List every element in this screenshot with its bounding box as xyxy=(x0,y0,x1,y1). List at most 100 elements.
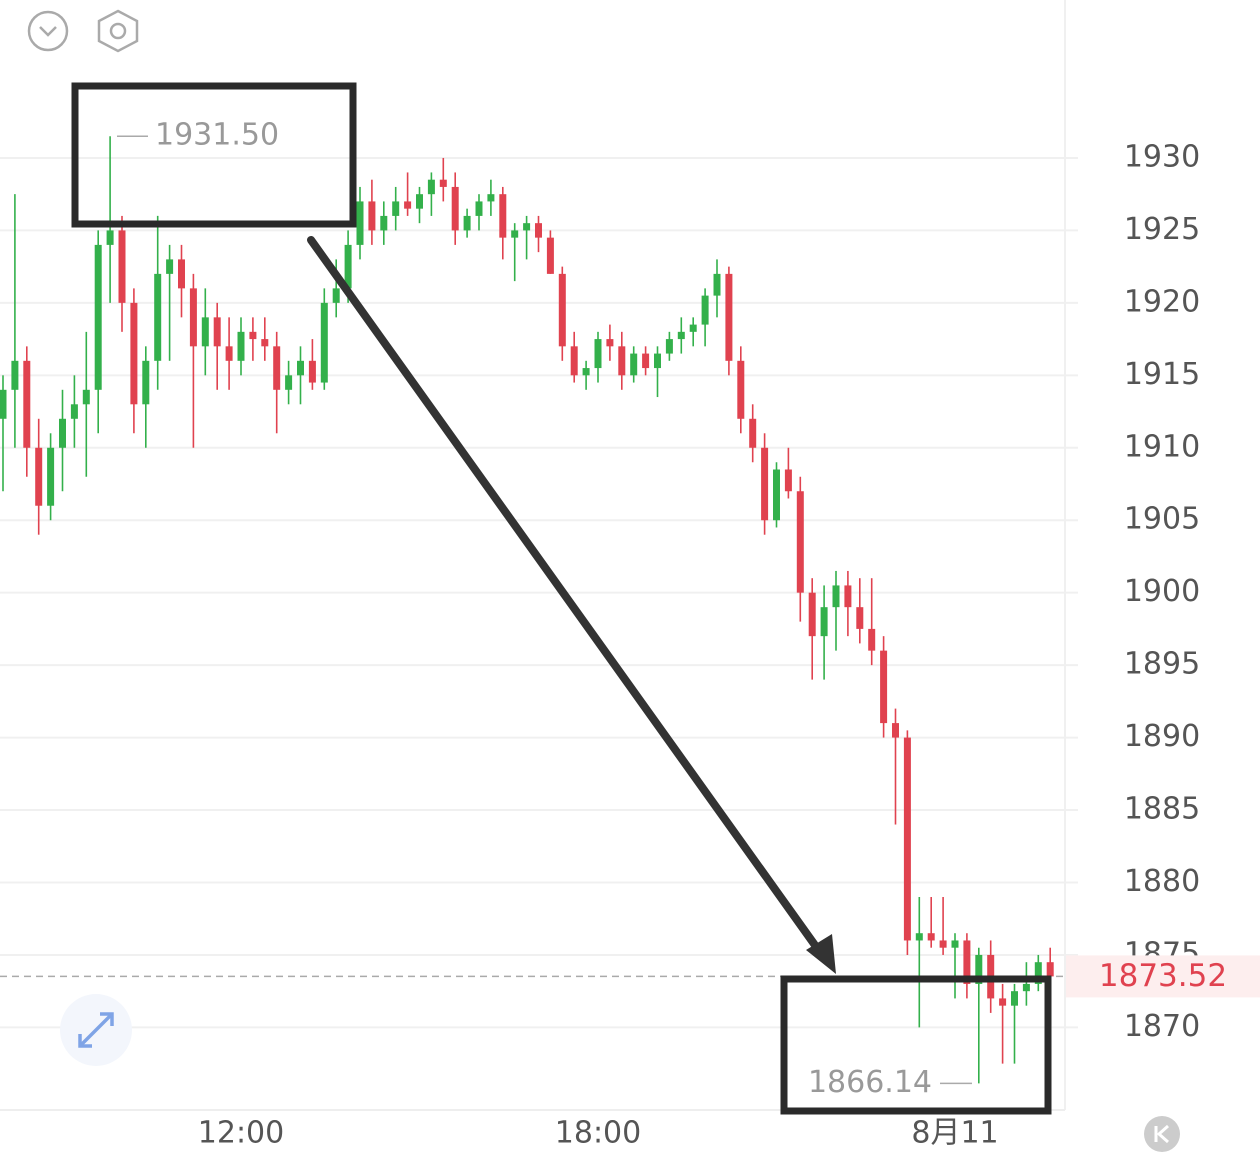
candle-body xyxy=(11,360,19,390)
candle-body xyxy=(487,194,495,202)
candle-body xyxy=(832,585,840,608)
last-price-label: 1873.52 xyxy=(1099,958,1227,994)
y-tick-label: 1885 xyxy=(1124,792,1200,827)
candle-body xyxy=(344,244,352,289)
candle-body xyxy=(999,998,1007,1006)
min-label: 1866.14 xyxy=(808,1065,932,1100)
max-label: 1931.50 xyxy=(155,118,279,153)
candle-body xyxy=(677,331,685,340)
candle-body xyxy=(178,259,185,289)
grid xyxy=(0,156,1078,1029)
candle-body xyxy=(213,317,221,347)
candle-body xyxy=(35,447,43,506)
candle-body xyxy=(261,339,269,347)
candle-body xyxy=(856,607,864,629)
candle-body xyxy=(237,331,245,361)
y-tick-label: 1900 xyxy=(1124,574,1200,609)
candle-body xyxy=(94,244,102,390)
candle-body xyxy=(475,201,483,216)
candle-body xyxy=(975,954,983,984)
candle-body xyxy=(320,302,328,383)
candle-body xyxy=(130,302,138,405)
candle-body xyxy=(368,201,376,231)
y-tick-label: 1890 xyxy=(1124,719,1200,754)
candle-body xyxy=(1034,962,1042,984)
candle-body xyxy=(451,186,459,231)
candle-body xyxy=(654,353,661,369)
candle-body xyxy=(737,360,745,419)
candle-body xyxy=(106,230,114,245)
candle-body xyxy=(392,201,400,216)
candle-body xyxy=(285,375,293,390)
last-price-box xyxy=(1066,955,1260,998)
candle-body xyxy=(23,360,31,448)
candle-body xyxy=(951,940,959,948)
candle-body xyxy=(868,628,876,651)
candle-body xyxy=(356,201,364,245)
candle-body xyxy=(439,179,447,187)
candle-body xyxy=(201,317,209,347)
y-tick-label: 1880 xyxy=(1124,864,1200,899)
candle-body xyxy=(665,339,673,354)
candle-body xyxy=(880,650,888,724)
plot xyxy=(0,136,1054,1084)
candle-body xyxy=(249,331,257,340)
candle-body xyxy=(511,230,519,238)
x-tick-label: 18:00 xyxy=(555,1116,641,1151)
x-tick-label: 8月11 xyxy=(911,1116,998,1151)
candle-body xyxy=(915,933,923,941)
candle-body xyxy=(963,940,971,984)
candle-body xyxy=(892,723,899,738)
candle-body xyxy=(308,360,316,383)
candle-body xyxy=(142,360,150,405)
candle-body xyxy=(1046,962,1054,977)
candle-body xyxy=(1022,983,1030,992)
candle-body xyxy=(189,288,197,347)
candle-body xyxy=(618,346,626,376)
y-tick-label: 1910 xyxy=(1124,429,1200,464)
candle-body xyxy=(773,469,780,521)
arrow-head xyxy=(806,934,836,974)
y-tick-label: 1925 xyxy=(1124,212,1200,247)
candle-body xyxy=(689,324,697,332)
labels: 1870187518801885189018951900190519101915… xyxy=(0,118,1260,1151)
candle-body xyxy=(606,339,614,347)
candle-body xyxy=(784,469,792,492)
candle-body xyxy=(701,295,709,325)
k-button[interactable] xyxy=(1144,1116,1180,1152)
candle-body xyxy=(82,389,90,405)
candle-body xyxy=(594,339,602,369)
x-tick-label: 12:00 xyxy=(198,1116,284,1151)
dropdown-icon[interactable] xyxy=(27,10,69,52)
expand-button[interactable] xyxy=(60,994,132,1066)
candle-body xyxy=(642,353,650,369)
candle-body xyxy=(273,346,281,390)
candle-body xyxy=(808,592,816,637)
candle-body xyxy=(630,353,638,376)
settings-icon[interactable] xyxy=(97,9,139,53)
y-tick-label: 1920 xyxy=(1124,284,1200,319)
candle-body xyxy=(416,194,423,209)
candle-body xyxy=(380,215,388,231)
y-tick-label: 1905 xyxy=(1124,502,1200,537)
candle-body xyxy=(47,447,55,506)
y-tick-label: 1895 xyxy=(1124,647,1200,682)
candle-body xyxy=(844,585,852,608)
candle-body xyxy=(558,273,566,347)
candle-body xyxy=(903,737,911,941)
arrow xyxy=(307,236,826,959)
highlight-box xyxy=(780,975,1052,1115)
candle-body xyxy=(1011,991,1018,1006)
highlight-box xyxy=(71,82,357,228)
candle-body xyxy=(297,360,304,376)
candle-body xyxy=(0,389,7,419)
candle-body xyxy=(725,273,733,361)
candle-body xyxy=(713,273,721,296)
candle-body xyxy=(332,288,340,303)
candle-body xyxy=(535,223,542,238)
y-tick-label: 1870 xyxy=(1124,1009,1200,1044)
candle-body xyxy=(154,273,162,361)
candle-body xyxy=(404,201,412,209)
